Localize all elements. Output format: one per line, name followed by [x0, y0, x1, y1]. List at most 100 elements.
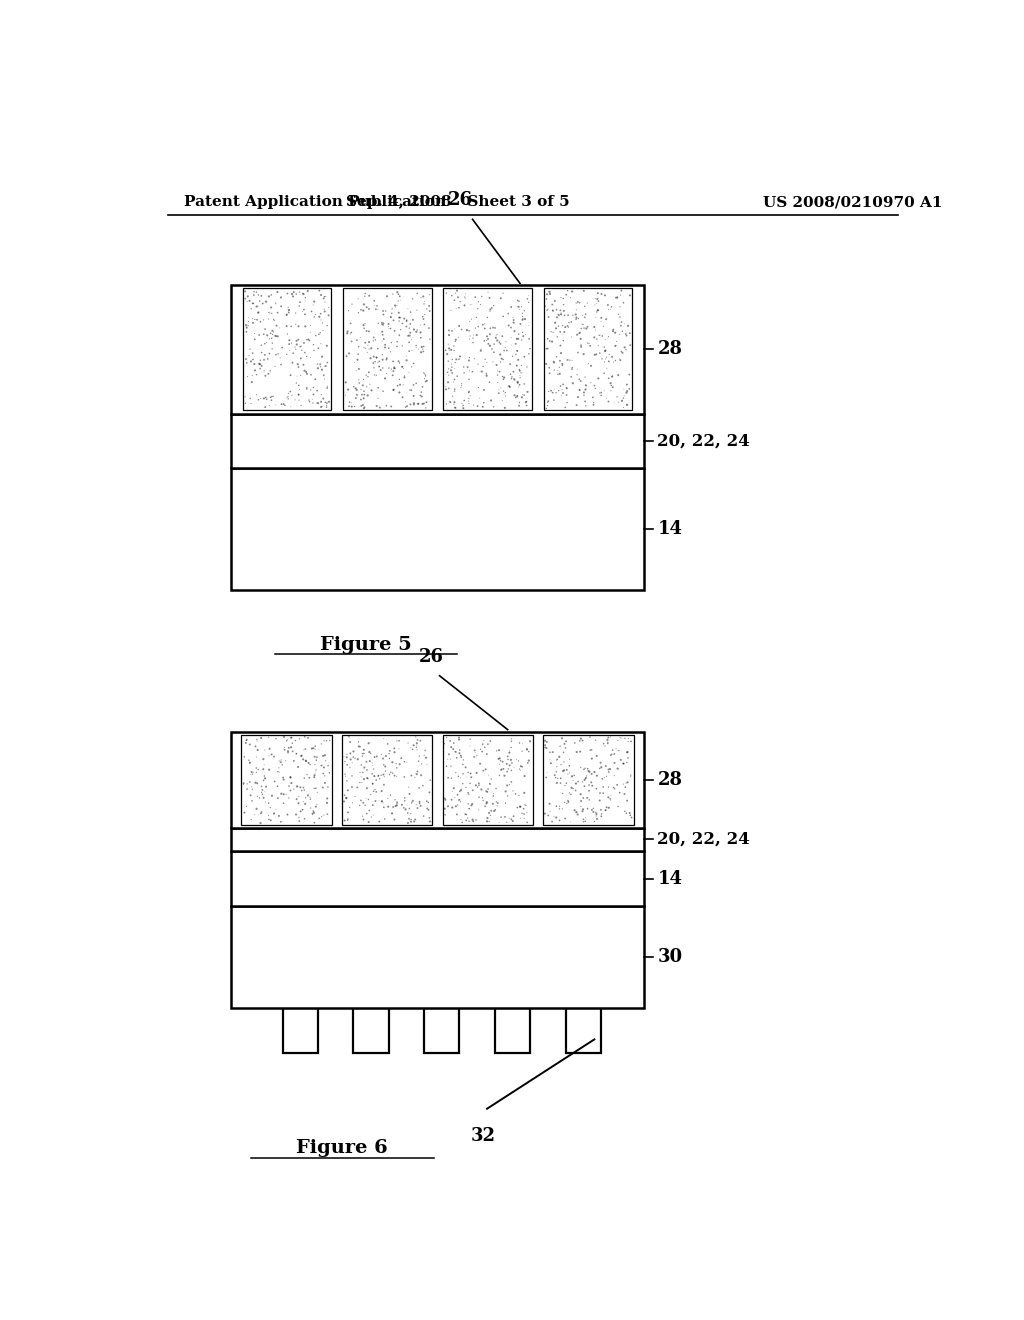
Point — [542, 801, 558, 822]
Point — [241, 750, 257, 771]
Point — [440, 378, 457, 399]
Point — [503, 368, 519, 389]
Point — [509, 290, 525, 312]
Point — [575, 759, 592, 780]
Point — [261, 395, 278, 416]
Point — [488, 791, 505, 812]
Point — [608, 738, 625, 759]
Point — [312, 284, 329, 305]
Point — [516, 808, 532, 829]
Point — [502, 376, 518, 397]
Point — [615, 379, 632, 400]
Point — [240, 774, 256, 795]
Point — [582, 726, 598, 747]
Point — [485, 783, 502, 804]
Point — [262, 322, 279, 343]
Point — [337, 810, 353, 832]
Point — [457, 294, 473, 315]
Point — [404, 735, 421, 756]
Point — [577, 306, 593, 327]
Point — [370, 298, 386, 319]
Point — [367, 747, 383, 768]
Point — [558, 772, 574, 793]
Point — [309, 354, 326, 375]
Point — [479, 810, 496, 832]
Point — [350, 731, 367, 752]
Point — [309, 380, 326, 401]
Point — [342, 323, 358, 345]
Point — [493, 807, 509, 828]
Point — [442, 755, 459, 776]
Point — [459, 319, 475, 341]
Point — [264, 325, 281, 346]
Point — [360, 298, 377, 319]
Point — [242, 752, 258, 774]
Point — [399, 813, 416, 834]
Point — [440, 744, 457, 766]
Point — [392, 289, 409, 310]
Point — [372, 768, 388, 789]
Point — [375, 350, 391, 371]
Point — [548, 767, 564, 788]
Point — [552, 363, 568, 384]
Point — [291, 296, 307, 317]
Point — [366, 358, 382, 379]
Point — [355, 368, 372, 389]
Point — [402, 737, 419, 758]
Point — [309, 392, 326, 413]
Point — [379, 285, 395, 306]
Point — [618, 325, 635, 346]
Point — [478, 352, 495, 374]
Point — [302, 347, 318, 368]
Point — [339, 771, 355, 792]
Point — [479, 326, 496, 347]
Point — [443, 321, 460, 342]
Point — [282, 330, 298, 351]
Point — [398, 346, 415, 367]
Point — [245, 348, 261, 370]
Point — [385, 379, 401, 400]
Point — [581, 775, 597, 796]
Point — [304, 388, 321, 409]
Point — [366, 327, 382, 348]
Point — [361, 800, 378, 821]
Point — [241, 308, 257, 329]
Point — [482, 318, 499, 339]
Point — [482, 298, 499, 319]
Point — [244, 308, 260, 329]
Point — [615, 774, 632, 795]
Point — [408, 809, 424, 830]
Point — [555, 383, 571, 404]
Point — [561, 748, 578, 770]
Point — [245, 293, 261, 314]
Point — [610, 796, 627, 817]
Point — [574, 730, 591, 751]
Point — [444, 363, 461, 384]
Point — [307, 735, 324, 756]
Point — [367, 766, 383, 787]
Point — [474, 734, 490, 755]
Point — [554, 783, 570, 804]
Point — [492, 754, 508, 775]
Point — [503, 364, 519, 385]
Point — [604, 366, 621, 387]
Point — [538, 354, 554, 375]
Point — [271, 317, 288, 338]
Point — [401, 799, 418, 820]
Point — [560, 305, 577, 326]
Point — [489, 360, 506, 381]
Point — [592, 758, 608, 779]
Point — [293, 395, 309, 416]
Point — [241, 345, 257, 366]
Point — [578, 379, 594, 400]
Point — [238, 348, 254, 370]
Point — [264, 321, 281, 342]
Point — [419, 371, 435, 392]
Point — [355, 388, 372, 409]
Point — [564, 281, 581, 302]
Point — [310, 338, 327, 359]
Point — [554, 355, 570, 376]
Point — [386, 356, 402, 378]
Point — [416, 393, 432, 414]
Point — [315, 364, 332, 385]
